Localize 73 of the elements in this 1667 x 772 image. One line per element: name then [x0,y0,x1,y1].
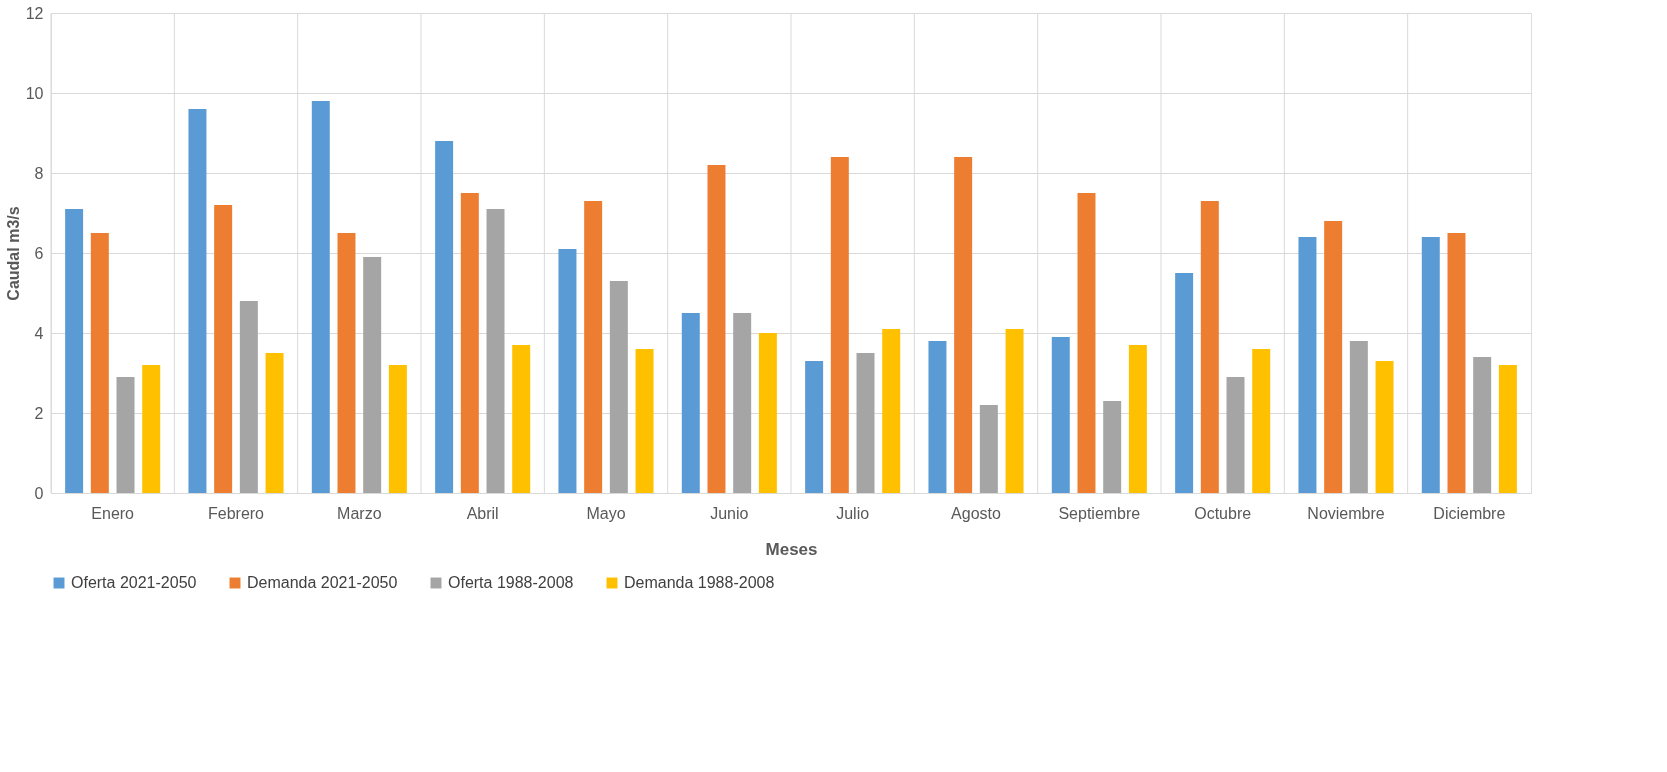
y-tick-label: 12 [25,4,44,22]
bar [214,205,233,493]
legend-label: Demanda 2021-2050 [247,574,398,591]
bar [265,353,284,493]
bar [805,361,824,493]
bar [1051,337,1070,493]
bar [856,353,875,493]
y-tick-label: 6 [34,244,44,262]
bar [116,377,135,493]
bar [1447,233,1466,493]
bar [486,209,505,493]
bar [1103,401,1122,493]
y-tick-label: 4 [34,324,44,342]
x-tick-label: Agosto [951,504,1002,522]
bar [830,157,849,493]
y-tick-label: 10 [25,84,44,102]
y-tick-label: 8 [34,164,44,182]
bar [239,301,258,493]
bar [707,165,726,493]
x-tick-label: Abril [466,504,499,522]
x-tick-label: Junio [710,504,749,522]
bar [558,249,577,493]
bar [388,365,407,493]
bar [90,233,109,493]
x-tick-label: Febrero [207,504,265,522]
legend-label: Oferta 2021-2050 [71,574,197,591]
bar [1077,193,1096,493]
bar [681,313,700,493]
bar [609,281,628,493]
bar [979,405,998,493]
bar [363,257,382,493]
bar [1252,349,1271,493]
x-tick-label: Septiembre [1058,504,1141,522]
bar [337,233,356,493]
bar [584,201,603,493]
x-tick-label: Diciembre [1433,504,1506,522]
bar [733,313,752,493]
bar [311,101,330,493]
x-tick-label: Julio [836,504,870,522]
x-axis-title: Meses [765,539,818,559]
bar [1175,273,1194,493]
bar [460,193,479,493]
bar [435,141,454,493]
x-tick-label: Mayo [586,504,626,522]
x-tick-label: Octubre [1194,504,1252,522]
bar [1473,357,1492,493]
bar [1226,377,1245,493]
x-tick-label: Marzo [337,504,382,522]
bar [512,345,531,493]
bar [188,109,207,493]
legend-label: Oferta 1988-2008 [448,574,574,591]
bar [1421,237,1440,493]
bar [1298,237,1317,493]
bar [142,365,161,493]
y-tick-label: 0 [34,484,44,502]
bar [758,333,777,493]
bar [928,341,947,493]
bar [882,329,901,493]
bar [1005,329,1024,493]
y-tick-label: 2 [34,404,44,422]
bar [1324,221,1343,493]
x-tick-label: Enero [91,504,135,522]
y-axis-title: Caudal m3/s [4,206,22,301]
bar [1498,365,1517,493]
bar [1128,345,1147,493]
legend-label: Demanda 1988-2008 [624,574,775,591]
bar [1375,361,1394,493]
x-tick-label: Noviembre [1307,504,1385,522]
bar [635,349,654,493]
bar [65,209,84,493]
bar [1349,341,1368,493]
bar [954,157,973,493]
bar [1200,201,1219,493]
